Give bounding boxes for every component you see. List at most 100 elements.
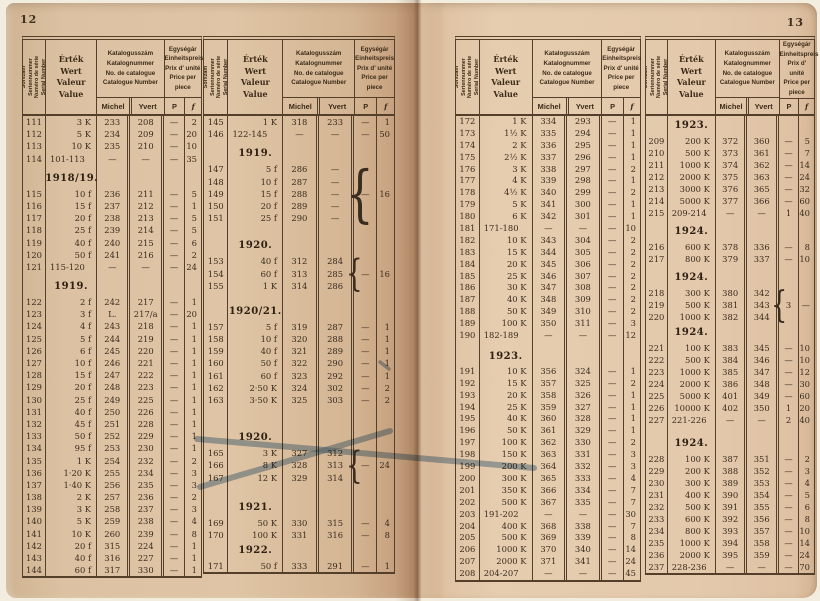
subheader-f: f bbox=[805, 101, 809, 111]
michel-cell: 339 bbox=[533, 175, 568, 188]
filler-cell: 1 bbox=[630, 413, 636, 424]
year-section-heading: 1924. bbox=[674, 438, 709, 449]
pengo-cell: — bbox=[779, 159, 800, 171]
pengo-cell: — bbox=[602, 568, 624, 580]
value-column-header-line: Érték bbox=[243, 54, 268, 64]
catalogue-column-header-label-line: Katalogusszám bbox=[296, 50, 342, 58]
pengo-cell: — bbox=[354, 128, 378, 141]
serial-cell: 201 bbox=[456, 484, 480, 497]
yvert-cell: 361 bbox=[747, 147, 779, 159]
yvert-cell: 366 bbox=[747, 195, 779, 207]
pengo-cell bbox=[354, 236, 378, 256]
price-table-p13-left: Sorszám Seriennummer Numéro de série Serial… bbox=[455, 36, 641, 582]
pengo-cell: — bbox=[354, 357, 378, 370]
value-cell: 10 K bbox=[46, 140, 98, 153]
table-row: 122 2 f 242 217— 1 bbox=[23, 296, 201, 309]
yvert-cell: 332 bbox=[567, 461, 602, 473]
yvert-cell: 221 bbox=[130, 357, 164, 370]
michel-cell bbox=[716, 265, 748, 268]
pengo-cell: — bbox=[164, 308, 186, 321]
value-cell: 5 K bbox=[46, 128, 98, 141]
pengo-cell: — bbox=[602, 139, 624, 152]
table-row: 140 5 K 259 238— 4 bbox=[23, 515, 201, 528]
michel-cell: 258 bbox=[97, 503, 131, 516]
catalogue-column-header-subheaders: Michel Yvert bbox=[283, 98, 354, 114]
table-row: 203 191-202— — —30 bbox=[456, 508, 640, 521]
filler-cell: 2 bbox=[630, 294, 636, 305]
pengo-cell: — bbox=[164, 417, 186, 431]
serial-cell: 195 bbox=[456, 413, 480, 426]
spacer-row bbox=[204, 483, 394, 498]
filler-cell: 60 bbox=[799, 196, 810, 206]
yvert-cell: — bbox=[747, 561, 779, 573]
serial-cell: 185 bbox=[456, 270, 480, 283]
filler-cell bbox=[377, 292, 394, 302]
michel-cell bbox=[283, 236, 319, 256]
yvert-cell: 304 bbox=[567, 234, 602, 247]
michel-cell: — bbox=[97, 260, 131, 274]
michel-cell: 387 bbox=[716, 453, 748, 465]
michel-cell: 249 bbox=[97, 393, 131, 406]
michel-cell: 381 bbox=[716, 299, 748, 311]
serial-cell: 191 bbox=[456, 365, 480, 378]
pengo-cell: — bbox=[602, 425, 624, 438]
filler-cell: 20 bbox=[186, 309, 198, 320]
value-cell: 40 K bbox=[480, 294, 533, 307]
filler-cell bbox=[377, 176, 394, 188]
table-row: 145 1 K 318 233— 1 bbox=[204, 116, 394, 129]
serial-cell: 228 bbox=[646, 453, 668, 465]
filler-cell bbox=[799, 426, 814, 434]
value-cell: 50 K bbox=[228, 516, 284, 529]
michel-cell: 250 bbox=[97, 405, 131, 418]
serial-cell: 235 bbox=[646, 537, 668, 549]
table-row: 236 2000 K 395 359—24 bbox=[646, 549, 814, 561]
serial-cell: 202 bbox=[456, 496, 480, 509]
filler-cell: 60 bbox=[799, 391, 810, 401]
year-section-row: 1924. bbox=[646, 268, 814, 287]
value-cell: 25 f bbox=[46, 224, 98, 237]
value-cell: 800 K bbox=[668, 525, 716, 537]
filler-cell: 5 bbox=[191, 213, 198, 224]
value-cell: 20 K bbox=[480, 389, 533, 402]
subheader-p: P bbox=[355, 98, 378, 114]
yvert-cell: 341 bbox=[567, 556, 602, 569]
value-cell: 10 f bbox=[228, 333, 284, 346]
table-row: 207 2000 K 371 341—24 bbox=[456, 556, 640, 569]
table-row: 160 50 f 322 290— 1 bbox=[204, 357, 394, 370]
pengo-cell: — bbox=[164, 224, 186, 237]
year-section-heading: 1924. bbox=[674, 272, 709, 283]
pengo-cell: — bbox=[164, 140, 186, 153]
table-row: 129 20 f 248 223— 1 bbox=[23, 381, 201, 394]
year-section-heading: 1918/19. bbox=[45, 172, 99, 184]
michel-cell bbox=[283, 301, 319, 321]
yvert-cell: 232 bbox=[130, 454, 164, 467]
filler-cell: 1 bbox=[191, 382, 198, 393]
serial-cell: 144 bbox=[23, 564, 46, 577]
serial-cell bbox=[204, 140, 229, 145]
pengo-cell: — bbox=[164, 515, 186, 528]
michel-cell: 341 bbox=[533, 199, 568, 212]
pengo-cell: — bbox=[602, 127, 624, 140]
filler-cell: 12 bbox=[799, 367, 810, 377]
serial-cell: 204 bbox=[456, 520, 480, 533]
pengo-cell: — bbox=[602, 306, 624, 319]
filler-cell: 1 bbox=[630, 199, 636, 210]
pengo-cell bbox=[354, 483, 378, 498]
value-cell: 182-189 bbox=[480, 330, 533, 342]
table-row: 131 40 f 250 226— 1 bbox=[23, 405, 201, 418]
filler-cell: — bbox=[801, 300, 810, 310]
value-cell: 3 K bbox=[46, 503, 98, 516]
serial-header-rotated-line: Numéro de série bbox=[215, 55, 222, 99]
value-cell: 5 f bbox=[46, 332, 98, 345]
table-row: 130 25 f 249 225— 1 bbox=[23, 393, 201, 406]
pengo-cell bbox=[779, 219, 800, 222]
filler-cell: 3 bbox=[630, 318, 636, 329]
catalogue-column-header: Katalogusszám Katalognummer No. de catalog… bbox=[283, 40, 356, 114]
serial-cell: 215 bbox=[646, 207, 668, 219]
value-cell: 5 f bbox=[228, 163, 284, 176]
value-cell bbox=[46, 168, 98, 188]
value-column-header-line: Valeur bbox=[240, 77, 270, 87]
filler-cell: 2 bbox=[630, 306, 636, 317]
yvert-cell: 325 bbox=[567, 377, 602, 390]
value-cell: 3000 K bbox=[668, 183, 716, 195]
